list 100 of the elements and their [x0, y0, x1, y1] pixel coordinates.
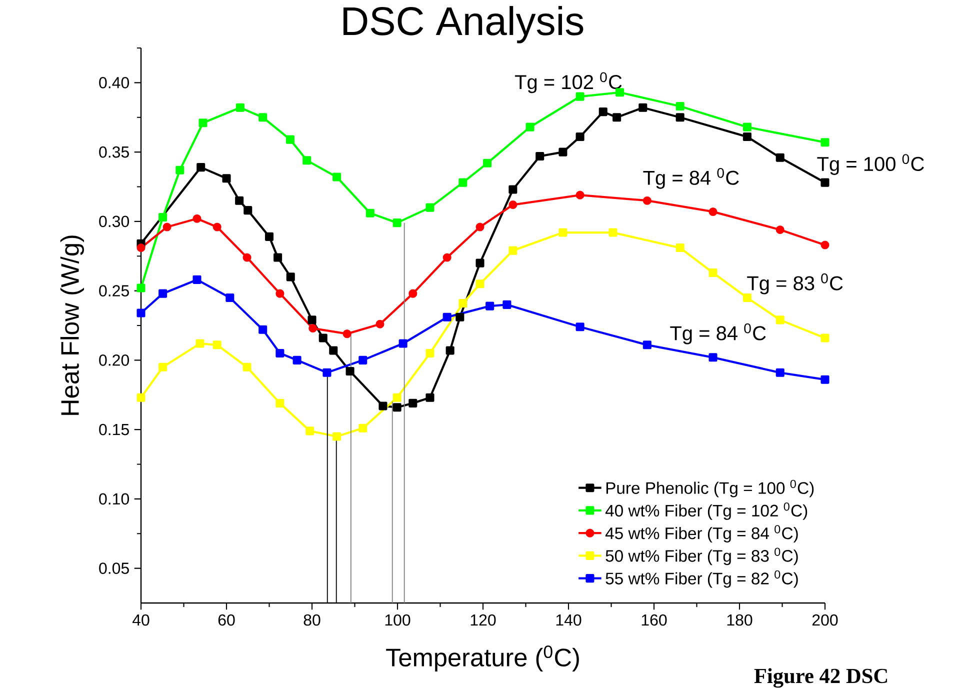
point: [212, 340, 222, 350]
point: [392, 218, 402, 228]
point: [358, 424, 368, 432]
point: [322, 368, 332, 377]
point: [576, 132, 584, 142]
y-tick-label: 0.30: [99, 216, 130, 228]
point: [676, 244, 684, 252]
x-tick-label: 200: [812, 614, 838, 626]
x-tick-label: 100: [385, 614, 410, 626]
point: [676, 102, 684, 111]
point: [526, 122, 534, 132]
point: [426, 393, 434, 402]
point: [332, 172, 342, 182]
point: [508, 185, 518, 194]
point: [308, 316, 316, 324]
point: [136, 393, 146, 402]
point: [442, 253, 452, 262]
point: [276, 348, 284, 358]
point: [486, 302, 494, 310]
point: [776, 316, 784, 324]
point: [642, 196, 652, 205]
point: [306, 426, 314, 436]
point: [776, 153, 784, 162]
point: [456, 312, 464, 322]
point: [558, 228, 568, 237]
annotation: Tg = 102 $^{0}$C: [514, 72, 622, 94]
point: [576, 190, 584, 200]
x-tick-label: 180: [727, 614, 752, 626]
point: [244, 206, 252, 215]
point: [192, 275, 202, 284]
point: [332, 432, 342, 441]
point: [642, 340, 652, 350]
text: Figure 42 DSC: [754, 668, 887, 688]
point: [308, 324, 318, 333]
point: [302, 156, 312, 165]
point: [708, 207, 718, 216]
point: [612, 113, 622, 122]
point: [476, 280, 484, 288]
y-tick-label: 0.05: [99, 562, 129, 574]
point: [286, 135, 294, 144]
point: [676, 113, 684, 122]
point: [446, 346, 454, 355]
point: [820, 375, 830, 384]
legend-label: 50 wt% Fiber (Tg = 83 $^{0}$C): [606, 548, 798, 566]
point: [502, 300, 512, 309]
point: [536, 152, 544, 160]
point: [276, 398, 284, 408]
point: [458, 299, 468, 308]
annotation: Tg = 84 $^{0}$C: [670, 323, 766, 344]
point: [162, 222, 172, 232]
point: [318, 334, 328, 342]
point: [358, 356, 368, 364]
x-axis-title: Temperature ($^{0}$C): [386, 646, 579, 672]
point: [426, 348, 434, 358]
point: [426, 203, 434, 212]
point: [366, 208, 374, 218]
point: [192, 214, 202, 223]
legend-label: 55 wt% Fiber (Tg = 82 $^{0}$C): [606, 570, 798, 588]
y-tick-label: 0.25: [99, 285, 129, 296]
point: [286, 272, 295, 282]
point: [408, 289, 418, 298]
point: [398, 339, 408, 348]
point: [236, 103, 244, 112]
point: [392, 403, 402, 412]
annotation: Tg = 100 $^{0}$C: [817, 154, 924, 175]
point: [158, 362, 168, 372]
x-tick-label: 160: [642, 614, 667, 626]
point: [476, 222, 484, 232]
legend-label: 40 wt% Fiber (Tg = 102 $^{0}$C): [605, 502, 808, 520]
y-axis-title: Heat Flow (W/g): [60, 236, 84, 415]
point: [598, 108, 608, 116]
annotation: Tg = 83 $^{0}$C: [747, 273, 843, 294]
x-tick-label: 80: [304, 614, 320, 626]
point: [258, 325, 268, 334]
point: [508, 246, 518, 255]
point: [222, 174, 231, 183]
legend-label: 45 wt% Fiber (Tg = 84 $^{0}$C): [605, 525, 798, 542]
point: [820, 178, 830, 187]
point: [742, 293, 752, 302]
y-tick-label: 0.20: [99, 354, 130, 366]
y-tick-label: 0.10: [99, 493, 130, 505]
point: [558, 148, 568, 156]
point: [376, 320, 384, 328]
point: [176, 166, 184, 174]
point: [346, 367, 354, 376]
point: [742, 132, 752, 142]
point: [196, 163, 206, 172]
point: [196, 339, 204, 348]
point: [458, 178, 468, 187]
point: [136, 308, 146, 318]
point: [342, 330, 352, 338]
point: [292, 356, 302, 364]
point: [274, 253, 282, 262]
point: [212, 222, 222, 232]
point: [158, 212, 168, 222]
point: [242, 253, 252, 262]
point: [476, 258, 484, 268]
point: [483, 158, 492, 168]
point: [226, 293, 234, 302]
point: [242, 362, 252, 372]
